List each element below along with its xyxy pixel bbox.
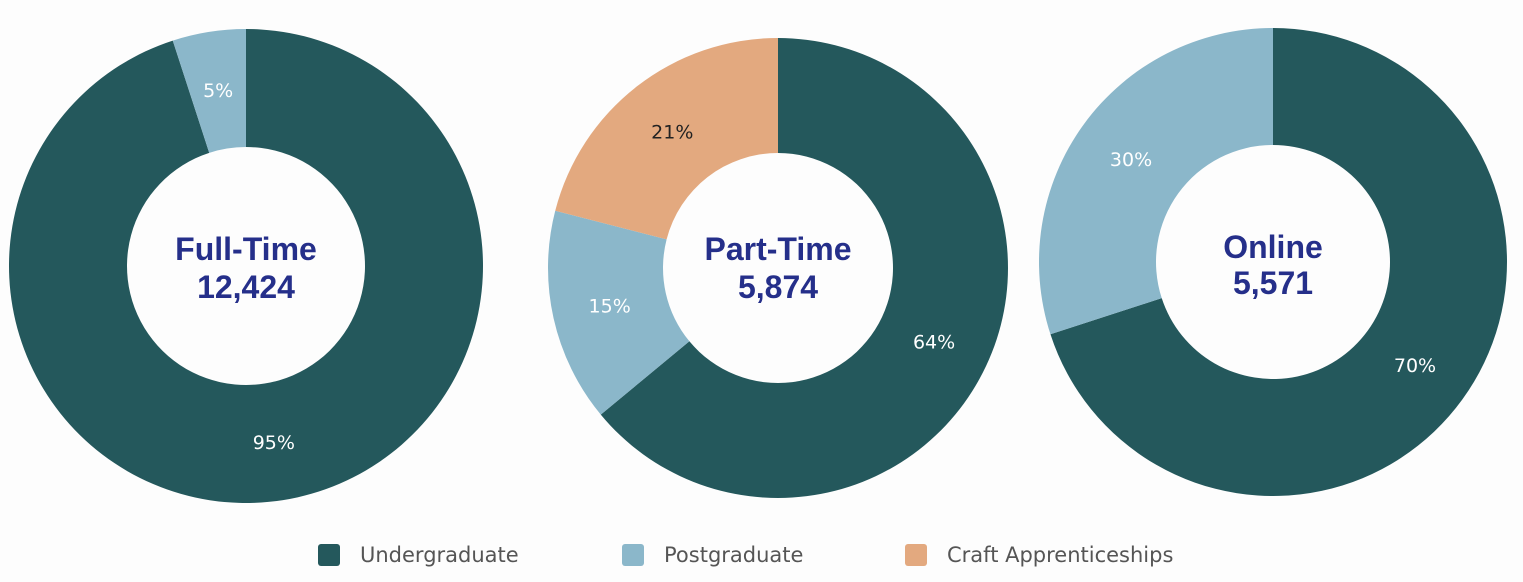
- slice-label-undergraduate: 64%: [913, 331, 955, 353]
- slice-label-postgraduate: 30%: [1110, 149, 1152, 171]
- donut-full-time: 95% 5% Full-Time 12,424: [8, 29, 483, 503]
- legend-item-craft-apprenticeships[interactable]: Craft Apprenticeships: [905, 540, 1173, 570]
- slice-postgraduate[interactable]: [172, 29, 246, 153]
- legend-swatch-undergraduate: [318, 544, 340, 566]
- legend-label: Undergraduate: [360, 543, 519, 567]
- donut-title: Full-Time: [175, 231, 317, 267]
- legend-item-undergraduate[interactable]: Undergraduate: [318, 540, 519, 570]
- donut-title: Part-Time: [704, 231, 851, 267]
- slice-label-postgraduate: 15%: [589, 296, 631, 318]
- donut-total: 5,571: [1233, 265, 1313, 301]
- legend: Undergraduate Postgraduate Craft Apprent…: [0, 532, 1523, 578]
- donut-part-time: 64% 15% 21% Part-Time 5,874: [548, 38, 1009, 498]
- slice-label-undergraduate: 95%: [253, 432, 295, 454]
- slice-undergraduate[interactable]: [1050, 28, 1507, 496]
- slice-label-undergraduate: 70%: [1394, 355, 1436, 377]
- slice-label-craft-apprenticeships: 21%: [651, 122, 693, 144]
- donut-total: 12,424: [197, 269, 295, 305]
- legend-label: Craft Apprenticeships: [947, 543, 1174, 567]
- donut-charts: 95% 5% Full-Time 12,424 64% 15% 21% Part-Ti…: [8, 28, 1507, 503]
- donut-total: 5,874: [738, 269, 818, 305]
- slice-postgraduate[interactable]: [1039, 28, 1273, 335]
- donut-title: Online: [1223, 229, 1323, 265]
- legend-swatch-craft-apprenticeships: [905, 544, 927, 566]
- slice-undergraduate[interactable]: [600, 38, 1009, 498]
- slice-undergraduate[interactable]: [8, 29, 483, 503]
- donut-online: 70% 30% Online 5,571: [1039, 28, 1507, 496]
- legend-label: Postgraduate: [664, 543, 804, 567]
- legend-item-postgraduate[interactable]: Postgraduate: [622, 540, 803, 570]
- slice-craft-apprenticeships[interactable]: [555, 38, 778, 240]
- slice-postgraduate[interactable]: [548, 210, 690, 415]
- legend-swatch-postgraduate: [622, 544, 644, 566]
- slice-label-postgraduate: 5%: [203, 80, 233, 102]
